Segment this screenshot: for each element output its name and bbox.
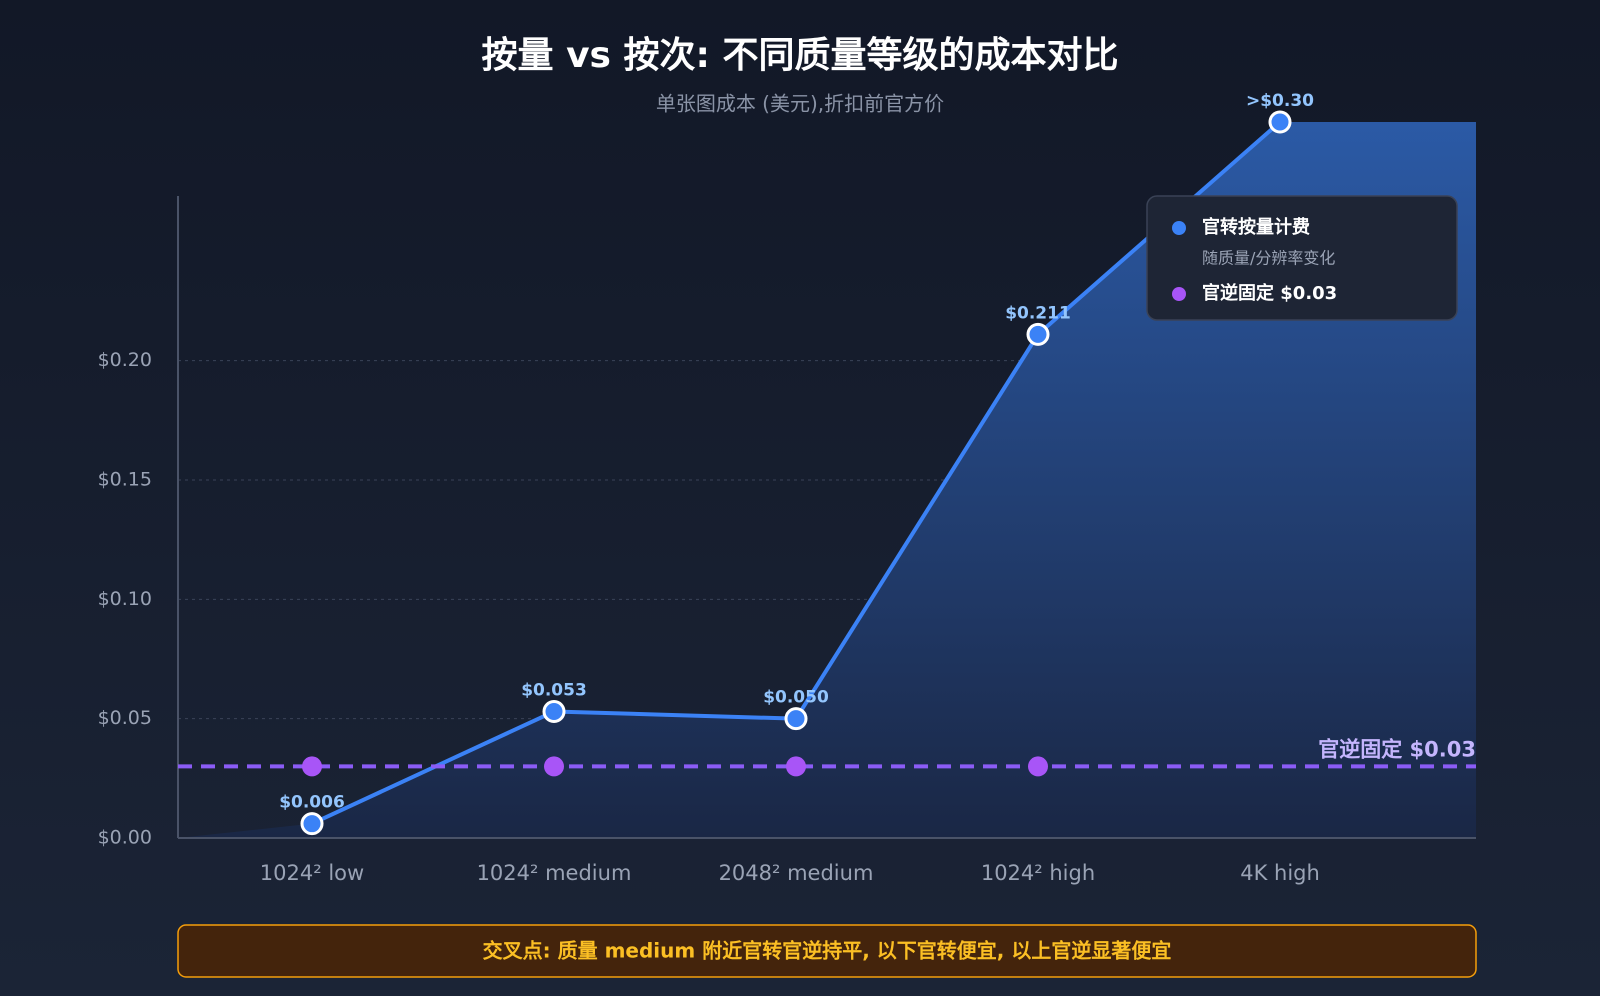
- x-tick-label: 1024² low: [260, 861, 364, 885]
- value-label: $0.053: [521, 681, 587, 701]
- x-tick-label: 1024² medium: [477, 861, 632, 885]
- y-tick-label: $0.15: [98, 469, 152, 491]
- chart-title: 按量 vs 按次: 不同质量等级的成本对比: [482, 35, 1119, 76]
- data-point: [1268, 110, 1292, 134]
- y-tick-label: $0.00: [98, 827, 152, 849]
- legend-description: 随质量/分辨率变化: [1202, 249, 1335, 268]
- legend-marker: [1172, 287, 1186, 301]
- y-tick-label: $0.10: [98, 588, 152, 610]
- value-label: $0.050: [763, 688, 829, 708]
- fixed-price-dot: [544, 756, 564, 777]
- fixed-price-dot: [786, 756, 806, 777]
- note-box: [177, 924, 1477, 978]
- y-tick-label: $0.20: [98, 349, 152, 371]
- data-point: [542, 700, 566, 724]
- note-text: 交叉点: 质量 medium 附近官转官逆持平, 以下官转便宜, 以上官逆显著便…: [483, 939, 1172, 963]
- fixed-price-dot: [1028, 756, 1048, 777]
- fixed-price-dot: [302, 756, 322, 777]
- value-label: $0.211: [1005, 303, 1071, 323]
- data-point: [784, 707, 808, 731]
- y-tick-label: $0.05: [98, 707, 152, 729]
- legend-label: 官转按量计费: [1202, 216, 1310, 238]
- value-label: $0.006: [279, 793, 345, 813]
- data-point: [300, 812, 324, 836]
- chart-subtitle: 单张图成本 (美元),折扣前官方价: [656, 92, 944, 116]
- legend-label: 官逆固定 $0.03: [1202, 282, 1337, 304]
- x-tick-label: 2048² medium: [719, 861, 874, 885]
- data-point: [1026, 322, 1050, 346]
- value-label: >$0.30: [1246, 91, 1314, 111]
- x-tick-label: 1024² high: [981, 861, 1095, 885]
- reference-label: 官逆固定 $0.03: [1318, 737, 1476, 761]
- legend-box: [1146, 195, 1458, 321]
- legend-marker: [1172, 221, 1186, 235]
- x-tick-label: 4K high: [1240, 861, 1320, 885]
